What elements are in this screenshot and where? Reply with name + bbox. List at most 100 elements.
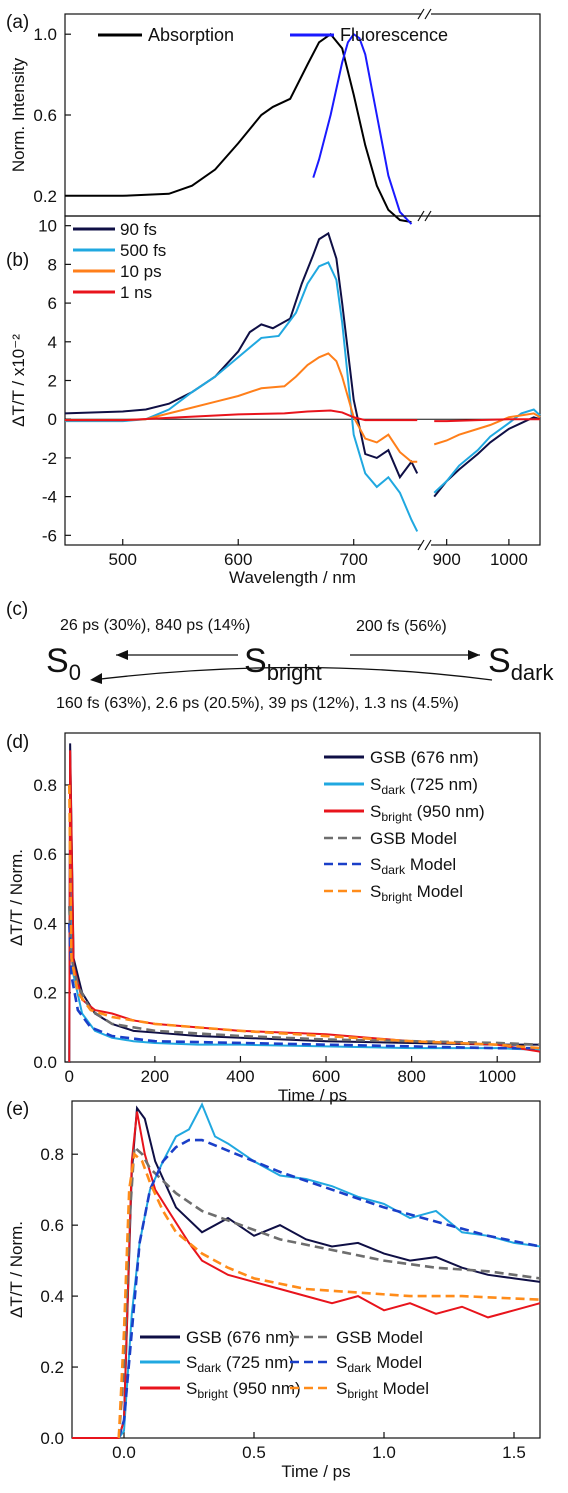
panel-e-legend-label: Sdark (725 nm) [186,1353,294,1375]
arrow-dark-to-s0 [91,666,493,681]
panel-d-series-0 [68,743,540,1063]
panel-b-ylabel: ΔT/T / x10⁻² [9,334,28,427]
panel-e-label: (e) [6,1099,29,1120]
panel-b-ytick-label: 10 [38,217,57,236]
panel-d-xtick-label: 800 [397,1067,425,1086]
panel-b-ytick-label: 8 [48,255,57,274]
panel-a-ytick-label: 1.0 [33,25,57,44]
arrow-head-dark-to-s0 [90,673,102,684]
state-sbright: Sbright [244,642,322,685]
state-s0: S0 [46,642,81,685]
panel-e-legend-label: GSB (676 nm) [186,1328,295,1347]
rate-dark-to-s0: 160 fs (63%), 2.6 ps (20.5%), 39 ps (12%… [56,695,459,712]
panel-e-ytick-label: 0.0 [40,1429,64,1448]
panel-e-frame [71,1100,541,1439]
panel-b-series-2-seg0 [65,352,418,463]
panel-d-legend-label: Sbright (950 nm) [370,802,485,824]
panel-e-legend-label: Sdark Model [336,1353,422,1375]
panel-e-legend-label: GSB Model [336,1328,423,1347]
rate-bright-to-dark: 200 fs (56%) [356,618,447,635]
panel-a-axis-break-3 [417,8,425,20]
panel-c-label: (c) [6,599,28,620]
panel-b-series-3-seg0 [65,409,418,422]
panel-e-legend-label: Sbright Model [336,1379,429,1401]
panel-b-axis-break-1 [417,539,425,551]
panel-b-legend-label: 90 fs [120,220,157,239]
panel-b-xtick-label: 500 [109,550,137,569]
panel-e-series-2 [72,1111,541,1439]
panel-d-xtick-label: 200 [141,1067,169,1086]
panel-b-ytick-label: 4 [48,333,57,352]
arrow-head-bright-to-dark [468,650,480,660]
panel-e-xtick-label: 0.5 [242,1443,266,1462]
panel-e-ytick-label: 0.4 [40,1287,64,1306]
panel-d-frame [64,732,541,1063]
arrow-head-bright-to-s0 [116,650,128,660]
panel-e-xlabel: Time / ps [281,1462,350,1481]
panel-d-ylabel: ΔT/T / Norm. [7,849,26,946]
panel-e-ylabel: ΔT/T / Norm. [7,1221,26,1318]
panel-d-ytick-label: 0.8 [33,776,57,795]
panel-b-ytick-label: -4 [42,488,57,507]
panel-b-ytick-label: 2 [48,372,57,391]
panel-b-ytick-label: 0 [48,410,57,429]
panel-a-series-0-seg0 [65,32,412,224]
panel-d-legend-label: Sdark (725 nm) [370,775,478,797]
panel-d-ytick-label: 0.6 [33,845,57,864]
panel-e-ytick-label: 0.8 [40,1145,64,1164]
panel-d-xtick-label: 600 [312,1067,340,1086]
panel-d-series-5 [67,784,541,1050]
panel-b-transient-spectra: (b) -6 -4 -2 0 2 4 6 8 10 500 600 700 900 1000 Waveleng… [6,215,541,587]
panel-b-series-2-seg1 [433,412,541,446]
panel-d-xtick-label: 0 [65,1067,74,1086]
panel-d-series-3 [67,906,541,1046]
panel-d-legend-label: Sdark Model [370,855,456,877]
panel-d-label: (d) [6,732,29,753]
state-sdark: Sdark [488,642,554,685]
panel-b-ytick-label: 6 [48,294,57,313]
panel-a-axis-break-4 [424,8,432,20]
panel-d-series-2 [68,750,541,1063]
panel-b-ytick-label: -2 [42,449,57,468]
panel-b-xtick-label: 1000 [490,550,528,569]
panel-e-xtick-label: 1.5 [502,1443,526,1462]
panel-b-series-0-seg1 [433,416,541,498]
panel-a-ytick-label: 0.2 [33,187,57,206]
panel-c-kinetic-scheme: (c) 26 ps (30%), 840 ps (14%) 200 fs (56… [6,599,554,712]
panel-a-ylabel: Norm. Intensity [9,57,28,172]
panel-b-series-1-seg1 [433,408,541,494]
panel-a-absorption-fluorescence: (a) 0.2 0.6 1.0 Norm. Intensity Absorption Flu… [6,8,541,225]
panel-b-xlabel: Wavelength / nm [229,568,356,587]
panel-b-legend-label: 1 ns [120,283,152,302]
panel-e-series-4 [117,1138,541,1439]
panel-d-kinetics-long: 0.0 0.2 0.4 0.6 0.8 0 200 400 600 800 1000 Time / p… [6,732,541,1105]
panel-e-xtick-label: 0.0 [112,1443,136,1462]
panel-d-legend-label: GSB (676 nm) [370,748,479,767]
panel-d-xtick-label: 400 [226,1067,254,1086]
panel-b-legend-label: 10 ps [120,262,162,281]
panel-b-axis-break-2 [424,539,432,551]
panel-d-ytick-label: 0.4 [33,914,57,933]
panel-a-legend-label: Fluorescence [340,25,448,45]
panel-a-frame [64,13,541,217]
panel-d-ytick-label: 0.0 [33,1053,57,1072]
panel-b-ytick-label: -6 [42,526,57,545]
panel-b-label: (b) [6,250,29,271]
panel-d-series-4 [67,923,540,1050]
panel-d-xtick-label: 1000 [478,1067,516,1086]
rate-bright-to-s0: 26 ps (30%), 840 ps (14%) [60,617,250,634]
panel-d-legend-label: Sbright Model [370,882,463,904]
panel-e-ytick-label: 0.2 [40,1358,64,1377]
panel-d-legend-label: GSB Model [370,829,457,848]
panel-a-series-1-seg0 [312,32,413,225]
panel-e-series-3 [117,1144,541,1439]
panel-e-legend-label: Sbright (950 nm) [186,1379,301,1401]
panel-b-series-1-seg0 [65,261,419,532]
panel-e-xtick-label: 1.0 [372,1443,396,1462]
panel-a-axis-break-mask-top [421,8,431,20]
panel-b-xtick-label: 700 [340,550,368,569]
panel-b-xtick-label: 600 [224,550,252,569]
panel-b-legend-label: 500 fs [120,241,166,260]
panel-d-ytick-label: 0.2 [33,984,57,1003]
